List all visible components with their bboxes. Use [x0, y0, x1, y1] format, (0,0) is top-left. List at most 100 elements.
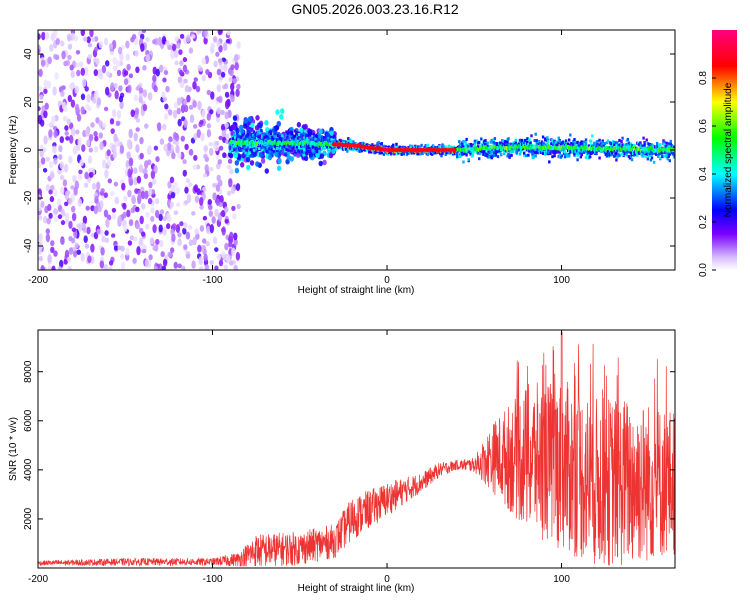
spectrogram-cell — [38, 85, 43, 92]
spectrogram-cell — [39, 94, 44, 101]
spectrogram-cell — [138, 95, 143, 104]
spectrogram-cell — [74, 242, 79, 249]
spectrogram-cell — [655, 145, 658, 149]
spectrogram-cell — [52, 145, 57, 154]
spectrogram-cell — [275, 109, 280, 115]
spectrogram-cell — [509, 150, 512, 154]
spectrogram-cell — [276, 165, 282, 172]
spectrogram-cell — [263, 135, 266, 139]
spectrogram-cell — [71, 205, 76, 213]
spectrogram-cell — [242, 149, 245, 153]
spectrogram-cell — [148, 91, 153, 101]
spectrogram-cell — [209, 166, 214, 172]
spectrogram-cell — [312, 132, 315, 136]
spectrogram-cell — [47, 265, 52, 270]
spectrogram-cell — [514, 138, 517, 142]
spectrogram-cell — [580, 151, 583, 154]
spectrogram-cell — [535, 139, 538, 143]
spectrogram-cell — [241, 133, 244, 137]
spectrogram-cell — [115, 59, 121, 68]
spectrogram-cell — [206, 129, 212, 138]
spectrogram-cell — [472, 149, 476, 153]
spectrogram-cell — [380, 142, 383, 145]
spectrogram-x-tick-label: -100 — [203, 275, 223, 286]
spectrogram-cell — [66, 118, 72, 125]
spectrogram-cell — [576, 158, 579, 162]
spectrogram-cell — [371, 143, 374, 147]
spectrogram-cell — [553, 152, 556, 156]
spectrogram-cell — [219, 195, 224, 204]
spectrogram-cell — [328, 147, 331, 151]
spectrogram-cell — [426, 153, 430, 156]
spectrogram-cell — [100, 247, 105, 256]
spectrogram-cell — [54, 72, 59, 80]
spectrogram-cell — [572, 142, 575, 146]
spectrogram-cell — [236, 83, 241, 90]
spectrogram-cell — [112, 56, 117, 65]
spectrogram-cell — [442, 144, 445, 148]
spectrogram-cell — [518, 152, 522, 156]
spectrogram-cell — [615, 151, 618, 155]
spectrogram-cell — [184, 200, 189, 205]
spectrogram-cell — [49, 170, 55, 180]
spectrogram-cell — [198, 256, 203, 266]
spectrogram-cell — [145, 211, 150, 218]
spectrogram-cell — [221, 129, 227, 138]
spectrogram-cell — [222, 152, 227, 159]
spectrogram-cell — [145, 37, 150, 43]
spectrogram-cell — [184, 143, 189, 151]
spectrogram-cell — [223, 42, 228, 51]
colorbar-label: Normalized spectral amplitude — [723, 82, 734, 217]
spectrogram-cell — [231, 137, 235, 141]
spectrogram-cell — [107, 178, 113, 184]
spectrogram-cell — [50, 119, 55, 125]
spectrogram-cell — [462, 160, 465, 164]
spectrogram-cell — [199, 119, 204, 125]
spectrogram-cell — [103, 209, 109, 218]
spectrogram-cell — [320, 138, 324, 142]
spectrogram-cell — [109, 51, 115, 56]
spectrogram-cell — [659, 156, 662, 160]
spectrogram-cell — [66, 256, 72, 262]
spectrogram-cell — [47, 203, 52, 212]
spectrogram-cell — [262, 133, 265, 136]
spectrogram-cell — [285, 144, 288, 148]
spectrogram-cell — [111, 213, 117, 220]
spectrogram-cell — [179, 69, 184, 76]
spectrogram-cell — [123, 195, 128, 202]
spectrogram-cell — [217, 58, 223, 63]
spectrogram-cell — [665, 141, 668, 145]
spectrogram-cell — [293, 134, 297, 138]
spectrogram-cell — [88, 134, 94, 142]
spectrogram-cell — [526, 140, 529, 144]
spectrogram-cell — [596, 139, 599, 143]
spectrogram-cell — [70, 127, 76, 137]
spectrogram-cell — [172, 223, 177, 231]
spectrogram-cell — [208, 142, 213, 147]
spectrogram-cell — [212, 192, 217, 201]
spectrogram-cell — [191, 34, 196, 39]
spectrogram-cell — [172, 109, 178, 119]
spectrogram-cell — [646, 157, 649, 161]
spectrogram-cell — [174, 60, 179, 66]
spectrogram-cell — [168, 136, 173, 143]
spectrogram-cell — [439, 152, 442, 156]
spectrogram-cell — [193, 184, 199, 193]
spectrogram-cell — [101, 65, 107, 74]
spectrogram-cell — [297, 133, 301, 136]
spectrogram-cell — [507, 152, 510, 156]
spectrogram-cell — [643, 141, 646, 145]
spectrogram-cell — [99, 141, 104, 151]
spectrogram-cell — [204, 164, 209, 172]
spectrogram-cell — [261, 148, 264, 152]
spectrogram-cell — [180, 104, 186, 114]
spectrogram-cell — [94, 90, 99, 99]
spectrogram-cell — [311, 149, 314, 152]
spectrogram-cell — [642, 136, 645, 140]
spectrogram-cell — [148, 254, 153, 261]
spectrogram-cell — [479, 152, 482, 156]
spectrogram-cell — [152, 245, 157, 251]
spectrogram-cell — [286, 135, 289, 139]
spectrogram-cell — [139, 137, 144, 145]
spectrogram-cell — [169, 201, 174, 208]
